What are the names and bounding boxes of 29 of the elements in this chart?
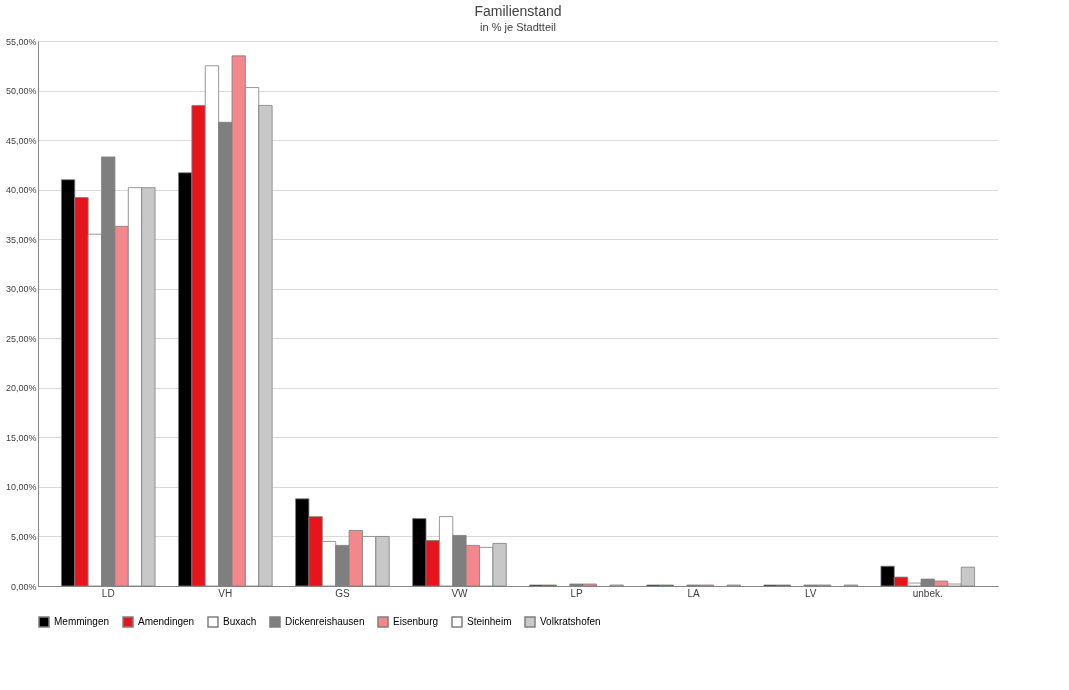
x-tick-label: LP <box>570 587 583 599</box>
y-tick-label: 45,00% <box>5 135 37 146</box>
legend-label: Buxach <box>223 616 257 627</box>
y-tick-label: 30,00% <box>5 284 37 295</box>
y-tick-label: 25,00% <box>5 333 37 344</box>
legend-label: Dickenreishausen <box>285 616 365 627</box>
x-tick-label: unbek. <box>912 587 943 599</box>
legend-label: Eisenburg <box>393 616 439 627</box>
y-tick-label: 40,00% <box>5 185 37 196</box>
x-tick-label: VH <box>218 587 233 599</box>
x-tick-label: LA <box>687 587 701 599</box>
y-tick-label: 55,00% <box>5 36 37 47</box>
legend-label: Memmingen <box>54 616 110 627</box>
legend-label: Volkratshofen <box>540 616 601 627</box>
y-tick-label: 5,00% <box>10 531 37 542</box>
x-tick-label: GS <box>335 587 350 599</box>
y-tick-label: 20,00% <box>5 383 37 394</box>
x-tick-label: LV <box>804 587 817 599</box>
y-tick-label: 10,00% <box>5 482 37 493</box>
legend-label: Steinheim <box>467 616 512 627</box>
chart-subtitle: in % je Stadtteil <box>480 21 556 33</box>
x-tick-label: LD <box>101 587 115 599</box>
y-tick-label: 0,00% <box>10 581 37 592</box>
y-tick-label: 15,00% <box>5 432 37 443</box>
y-tick-label: 50,00% <box>5 86 37 97</box>
x-tick-label: VW <box>451 587 469 599</box>
y-tick-label: 35,00% <box>5 234 37 245</box>
chart-title: Familienstand <box>474 3 562 19</box>
legend-label: Amendingen <box>138 616 195 627</box>
